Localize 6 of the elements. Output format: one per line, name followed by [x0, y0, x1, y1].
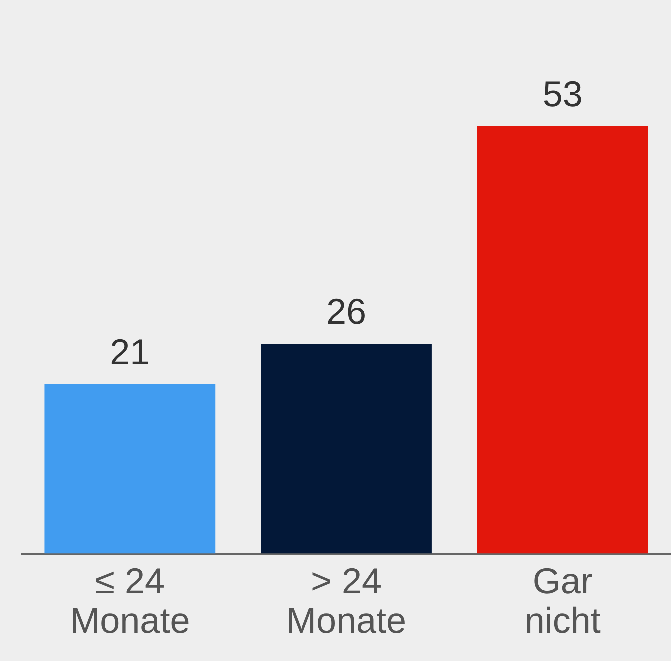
x-tick-label: ≤ 24 Monate — [70, 560, 190, 642]
data-label: 53 — [542, 73, 583, 114]
data-label: 21 — [110, 331, 150, 372]
data-label: 26 — [326, 291, 367, 332]
x-tick-label: > 24 Monate — [286, 560, 407, 642]
x-tick-label: Gar nicht — [524, 560, 601, 642]
